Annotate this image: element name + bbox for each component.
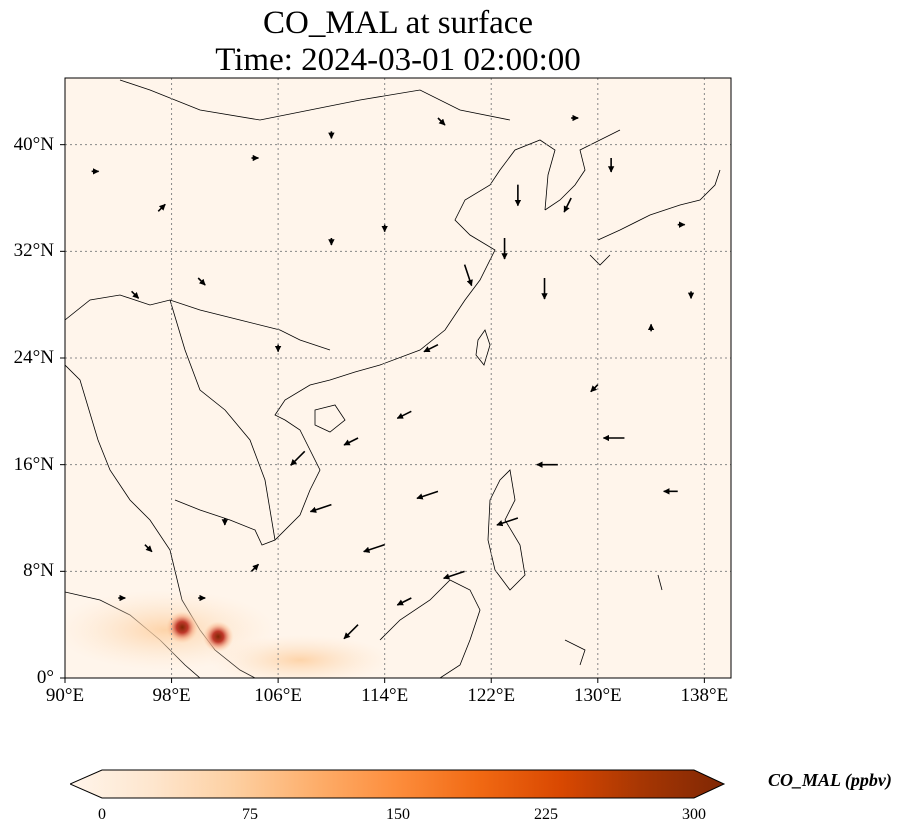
y-tick-label: 16°N: [13, 453, 54, 475]
wind-vector: [563, 197, 572, 213]
colorbar-tick-label: 150: [386, 806, 410, 823]
y-tick-label: 0°: [36, 667, 54, 688]
y-tick-label: 32°N: [13, 240, 54, 262]
wind-vector: [496, 517, 519, 527]
colorbar-tick-label: 225: [534, 806, 558, 823]
wind-vector: [250, 563, 260, 572]
x-tick-label: 106°E: [254, 685, 302, 706]
plot-title-line1: CO_MAL at surface: [262, 5, 534, 41]
map-frame: [64, 77, 732, 679]
wind-vector: [437, 117, 446, 126]
x-tick-label: 122°E: [467, 685, 516, 706]
wind-vector: [144, 544, 153, 553]
colorbar-tick-label: 0: [98, 806, 106, 823]
wind-vectors: [91, 114, 695, 640]
x-tick-label: 90°E: [45, 685, 85, 706]
hotspot: [166, 611, 199, 644]
wind-vector: [396, 410, 412, 420]
wind-vector: [343, 437, 359, 446]
wind-vector: [396, 597, 412, 606]
wind-vector: [197, 277, 206, 286]
wind-vector: [309, 503, 332, 513]
wind-vector: [416, 490, 439, 500]
x-tick-label: 114°E: [361, 685, 409, 706]
wind-vector: [590, 384, 599, 393]
hotspot: [202, 621, 234, 653]
y-tick-label: 24°N: [13, 347, 54, 368]
colorbar-label: CO_MAL (ppbv): [768, 770, 892, 790]
x-tick-label: 98°E: [152, 685, 191, 706]
wind-vector: [463, 264, 473, 287]
map-plot: [60, 77, 732, 683]
wind-vector: [290, 450, 306, 466]
y-tick-label: 40°N: [13, 133, 54, 155]
plot-title-line2: Time: 2024-03-01 02:00:00: [215, 42, 581, 78]
colorbar: [70, 769, 726, 799]
wind-vector: [442, 570, 465, 580]
map-background: [65, 78, 731, 678]
wind-vector: [363, 543, 385, 553]
wind-vector: [343, 624, 359, 640]
y-tick-label: 8°N: [23, 560, 54, 582]
wind-vector: [131, 290, 140, 299]
axis-ticks: [60, 144, 705, 683]
x-tick-label: 130°E: [573, 685, 622, 706]
colorbar-gradient: [70, 769, 726, 799]
colorbar-tick-label: 75: [242, 806, 258, 823]
wind-vector: [423, 343, 439, 353]
coastlines: [65, 79, 721, 678]
wind-vector: [157, 203, 166, 212]
colorbar-tick-label: 300: [682, 806, 706, 823]
x-tick-label: 138°E: [680, 685, 729, 706]
hotspot-layer: [166, 611, 234, 653]
